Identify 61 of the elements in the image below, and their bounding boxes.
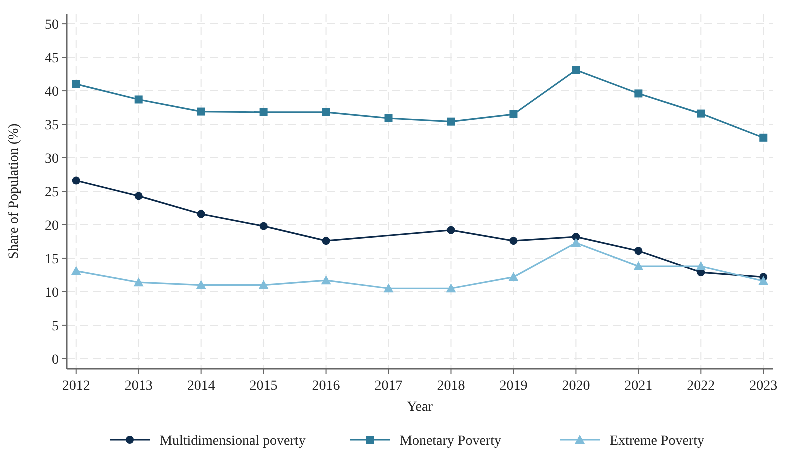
- y-tick-label: 35: [45, 118, 59, 134]
- x-tick-label: 2015: [250, 379, 278, 394]
- y-tick-label: 20: [45, 218, 59, 234]
- point: [196, 280, 206, 290]
- x-tick-label: 2018: [437, 379, 466, 394]
- legend-label: Multidimensional poverty: [160, 434, 306, 449]
- y-tick-label: 25: [45, 185, 59, 200]
- x-tick-label: 2023: [750, 379, 778, 394]
- x-tick-label: 2019: [500, 379, 528, 394]
- point: [260, 108, 268, 116]
- point: [71, 266, 82, 276]
- point: [134, 192, 143, 200]
- point: [72, 80, 80, 88]
- point: [258, 280, 269, 290]
- point: [446, 284, 456, 293]
- point: [760, 134, 768, 142]
- x-tick-label: 2022: [687, 379, 716, 394]
- y-tick-label: 30: [45, 152, 59, 167]
- x-tick-label: 2014: [187, 379, 216, 394]
- point: [510, 110, 518, 118]
- point: [571, 238, 582, 248]
- point: [696, 262, 706, 271]
- point: [447, 226, 456, 234]
- point: [634, 247, 643, 256]
- y-tick-label: 10: [45, 286, 59, 301]
- x-tick-label: 2012: [62, 379, 90, 394]
- x-tick-label: 2017: [374, 379, 403, 394]
- y-axis-title: Share of Population (%): [7, 123, 22, 260]
- legend-label: Monetary Poverty: [400, 434, 502, 449]
- point: [384, 284, 394, 293]
- y-tick-label: 5: [52, 319, 59, 334]
- point: [322, 237, 330, 246]
- y-tick-label: 50: [45, 18, 59, 33]
- x-tick-label: 2016: [312, 379, 340, 394]
- y-tick-label: 15: [45, 252, 59, 268]
- x-tick-label: 2020: [562, 379, 590, 394]
- y-tick-label: 0: [52, 352, 59, 368]
- legend-label: Extreme Poverty: [610, 434, 704, 449]
- point: [197, 210, 206, 218]
- point: [134, 278, 144, 287]
- point: [634, 90, 643, 98]
- point: [510, 237, 518, 246]
- x-axis-title: Year: [407, 400, 434, 415]
- point: [384, 114, 393, 122]
- y-tick-label: 40: [45, 84, 59, 100]
- point: [508, 272, 519, 282]
- point: [321, 276, 332, 285]
- point: [260, 222, 268, 230]
- point: [697, 110, 706, 118]
- point: [447, 118, 456, 126]
- x-tick-label: 2013: [124, 379, 153, 394]
- point: [572, 233, 580, 242]
- point: [134, 96, 143, 104]
- y-tick-label: 45: [45, 51, 59, 66]
- point: [758, 276, 769, 286]
- point: [572, 66, 580, 74]
- point: [72, 176, 80, 185]
- x-tick-label: 2021: [624, 379, 653, 394]
- point: [322, 108, 330, 116]
- point: [634, 262, 644, 271]
- point: [197, 108, 206, 116]
